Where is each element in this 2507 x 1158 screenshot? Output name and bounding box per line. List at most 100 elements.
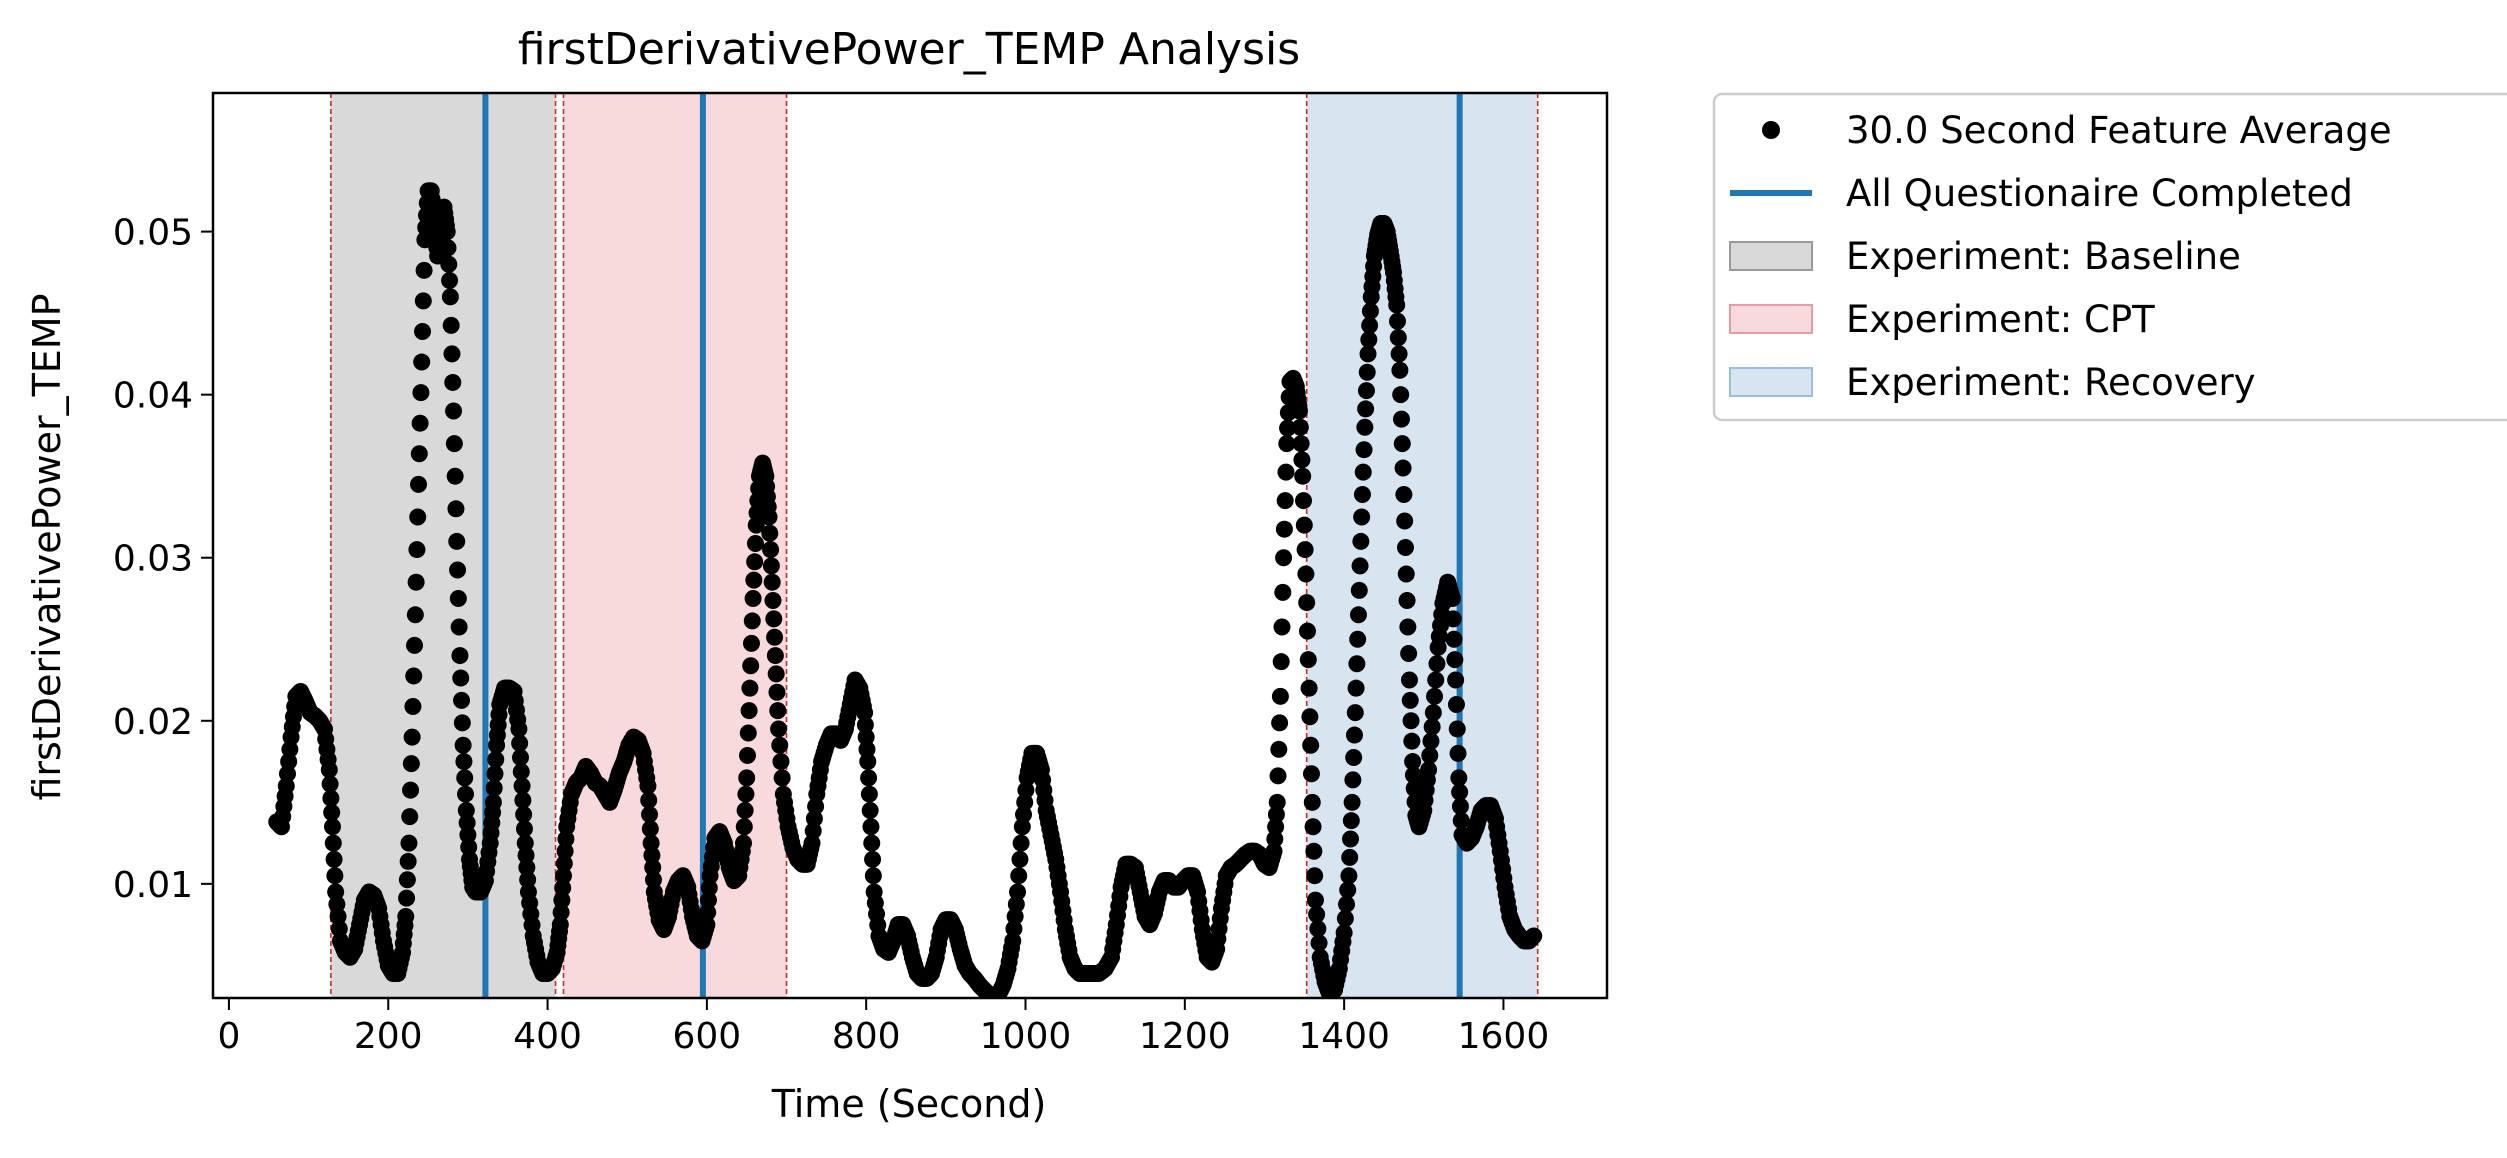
data-point — [511, 734, 529, 752]
x-tick-label: 400 — [513, 1016, 582, 1057]
data-point — [323, 818, 341, 836]
data-point — [1424, 704, 1442, 722]
data-point — [1294, 467, 1312, 485]
legend-patch-icon — [1729, 367, 1813, 397]
data-point — [553, 891, 571, 909]
data-point — [1361, 302, 1379, 320]
data-point — [1351, 557, 1369, 575]
data-point — [398, 889, 416, 907]
data-point — [739, 724, 757, 742]
data-point — [413, 353, 431, 371]
data-point — [459, 826, 477, 844]
data-point — [326, 867, 344, 885]
data-point — [400, 834, 418, 852]
data-point — [402, 781, 420, 799]
data-point — [510, 720, 528, 738]
data-point — [1395, 486, 1413, 504]
data-point — [1304, 818, 1322, 836]
data-point — [412, 384, 430, 402]
data-point — [641, 806, 659, 824]
data-point — [860, 769, 878, 787]
legend-patch-icon — [1729, 241, 1813, 271]
data-point — [1016, 793, 1034, 811]
data-point — [1356, 418, 1374, 436]
data-point — [556, 842, 574, 860]
data-point — [1343, 793, 1361, 811]
y-tick-label: 0.01 — [113, 865, 193, 906]
data-point — [1272, 653, 1290, 671]
data-point — [438, 223, 456, 241]
data-point — [1271, 687, 1289, 705]
data-point — [737, 785, 755, 803]
x-axis: 0 200 400 600 800 1000 1200 1400 1600 — [217, 998, 1549, 1057]
data-point — [454, 736, 472, 754]
data-point — [443, 345, 461, 363]
data-point — [739, 746, 756, 764]
x-tick-label: 1000 — [980, 1016, 1072, 1057]
data-point — [765, 610, 783, 628]
data-point — [700, 879, 718, 897]
data-point — [735, 834, 753, 852]
data-point — [322, 789, 340, 807]
x-tick-label: 1200 — [1139, 1016, 1231, 1057]
data-point — [1451, 797, 1469, 815]
data-point — [1360, 331, 1378, 349]
data-point — [515, 820, 533, 838]
data-point — [760, 508, 778, 526]
data-point — [328, 895, 346, 913]
data-point — [1404, 753, 1422, 771]
plot-area — [268, 93, 1543, 998]
data-point — [1010, 867, 1028, 885]
data-point — [743, 612, 761, 630]
data-point — [1354, 463, 1372, 481]
data-point — [1350, 581, 1368, 599]
data-point — [1295, 516, 1313, 534]
data-point — [1302, 736, 1320, 754]
data-point — [1011, 850, 1029, 868]
data-point — [325, 850, 343, 868]
data-point — [766, 628, 784, 646]
data-point — [1396, 539, 1414, 557]
data-point — [518, 859, 536, 877]
data-point — [1420, 761, 1438, 779]
data-point — [512, 763, 530, 781]
data-point — [281, 740, 299, 758]
data-point — [1278, 435, 1296, 453]
data-point — [1265, 842, 1283, 860]
data-point — [1355, 441, 1373, 459]
data-point — [329, 907, 347, 925]
data-point — [639, 777, 657, 795]
data-point — [1293, 451, 1311, 469]
data-point — [458, 814, 476, 832]
data-point — [1012, 834, 1030, 852]
data-point — [738, 769, 756, 787]
y-tick-label: 0.02 — [113, 702, 193, 743]
legend: 30.0 Second Feature Average All Questiona… — [1712, 92, 2507, 422]
data-point — [1296, 541, 1314, 559]
data-point — [485, 779, 503, 797]
data-point — [1426, 687, 1444, 705]
data-point — [805, 810, 823, 828]
data-point — [448, 532, 466, 550]
chart-title: firstDerivativePower_TEMP Analysis — [518, 24, 1300, 75]
data-point — [554, 879, 572, 897]
data-point — [278, 765, 296, 783]
data-point — [415, 261, 433, 279]
data-point — [1270, 740, 1288, 758]
data-point — [1308, 905, 1326, 923]
data-point — [763, 573, 781, 591]
data-point — [449, 590, 467, 607]
data-point — [401, 808, 419, 826]
data-point — [762, 541, 780, 559]
data-point — [1347, 679, 1365, 697]
data-point — [859, 753, 877, 771]
data-point — [441, 288, 459, 306]
data-point — [1400, 645, 1418, 663]
data-point — [406, 606, 424, 624]
data-point — [446, 467, 464, 485]
data-point — [736, 801, 754, 819]
data-point — [1275, 520, 1293, 538]
legend-label: 30.0 Second Feature Average — [1846, 109, 2392, 152]
data-point — [280, 753, 298, 771]
data-point — [863, 834, 881, 852]
